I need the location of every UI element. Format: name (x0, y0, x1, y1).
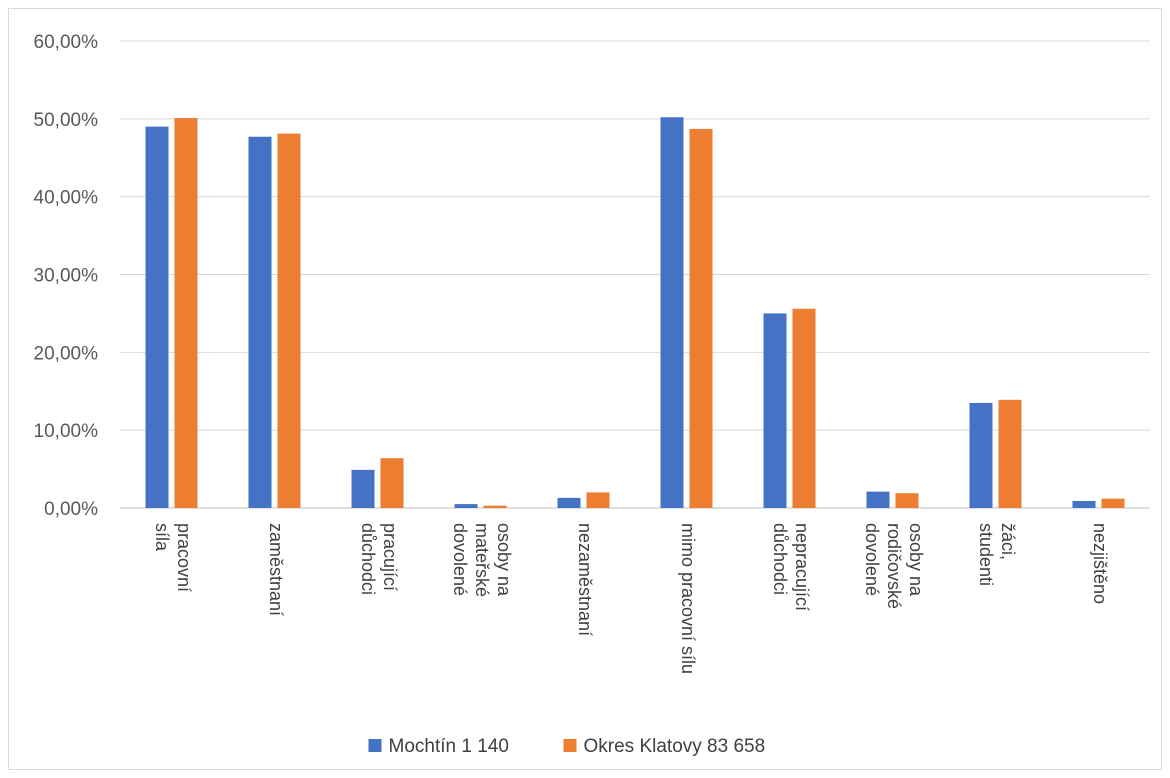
category-label: síla (152, 523, 172, 552)
category-label: žáci, (998, 523, 1018, 560)
bar (689, 128, 713, 508)
bar (660, 117, 684, 508)
bar (586, 492, 610, 508)
category-label: nepracující (792, 523, 812, 611)
bar (557, 497, 581, 508)
chart-frame (8, 8, 1162, 770)
y-tick-label: 50,00% (34, 110, 99, 131)
category-label: osoby na (494, 523, 514, 597)
category-label: osoby na (906, 523, 926, 597)
category-label: pracující (380, 523, 400, 591)
y-tick-label: 40,00% (34, 188, 99, 209)
category-label: studenti (976, 523, 996, 586)
bar (145, 126, 169, 508)
bar (277, 133, 301, 508)
legend-label: Mochtín 1 140 (389, 736, 509, 757)
legend-label: Okres Klatovy 83 658 (584, 736, 766, 757)
bar (866, 491, 890, 508)
category-label: důchodci (770, 523, 790, 595)
category-label: nezaměstnaní (575, 523, 595, 636)
category-label: nezjištěno (1090, 523, 1110, 604)
bar (792, 308, 816, 508)
bar (1072, 500, 1096, 508)
category-label: zaměstnaní (266, 523, 286, 616)
y-tick-label: 10,00% (34, 421, 99, 442)
category-label: dovolené (862, 523, 882, 596)
bar (895, 493, 919, 508)
category-label: důchodci (358, 523, 378, 595)
legend-swatch (368, 739, 382, 752)
category-label: dovolené (450, 523, 470, 596)
bar (454, 504, 478, 508)
y-tick-label: 30,00% (34, 266, 99, 287)
y-tick-label: 20,00% (34, 343, 99, 364)
bar (763, 313, 787, 508)
bar (998, 399, 1022, 508)
bar (380, 458, 404, 508)
bar (174, 118, 198, 509)
category-label: pracovní (174, 523, 194, 592)
bar (483, 505, 507, 508)
category-label: rodičovské (884, 523, 904, 609)
y-tick-label: 0,00% (44, 499, 98, 520)
y-tick-label: 60,00% (34, 32, 99, 53)
category-label: mateřské (472, 523, 492, 597)
bar (248, 136, 272, 509)
bar (969, 402, 993, 508)
bar (351, 469, 375, 508)
bar (1101, 498, 1125, 508)
legend-swatch (563, 739, 577, 752)
category-label: mimo pracovní sílu (678, 523, 698, 674)
